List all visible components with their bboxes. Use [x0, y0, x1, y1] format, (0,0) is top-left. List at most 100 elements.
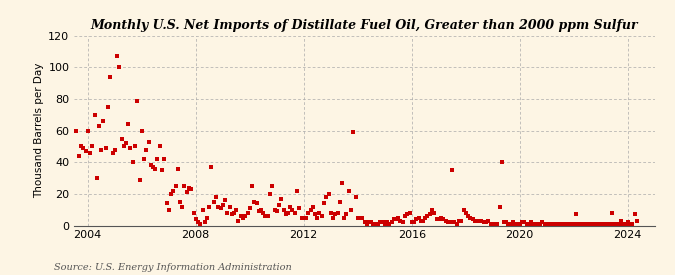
Point [514, 222, 525, 226]
Point [546, 222, 557, 226]
Point [253, 209, 264, 213]
Point [246, 184, 257, 188]
Point [503, 222, 514, 226]
Point [323, 192, 334, 196]
Point [222, 211, 233, 215]
Point [209, 200, 219, 204]
Point [190, 217, 201, 221]
Point [339, 215, 350, 220]
Point [611, 222, 622, 226]
Point [292, 188, 302, 193]
Point [89, 113, 100, 117]
Point [271, 209, 282, 213]
Point [211, 195, 221, 199]
Point [242, 211, 253, 215]
Text: Source: U.S. Energy Information Administration: Source: U.S. Energy Information Administ… [54, 263, 292, 272]
Point [375, 220, 385, 224]
Point [499, 220, 510, 224]
Point [224, 204, 235, 209]
Point [256, 207, 267, 212]
Point [296, 215, 307, 220]
Point [312, 215, 323, 220]
Point [587, 222, 597, 226]
Point [573, 222, 584, 226]
Point [418, 219, 429, 223]
Point [506, 222, 516, 226]
Point [179, 184, 190, 188]
Point [616, 219, 626, 223]
Point [442, 220, 453, 224]
Point [327, 215, 338, 220]
Point [217, 203, 228, 207]
Point [101, 146, 111, 150]
Point [76, 144, 86, 148]
Point [458, 207, 469, 212]
Point [170, 184, 181, 188]
Point [111, 54, 122, 59]
Point [303, 211, 314, 215]
Point [337, 181, 348, 185]
Point [422, 214, 433, 218]
Point [233, 219, 244, 223]
Point [155, 144, 165, 148]
Point [319, 201, 329, 205]
Point [215, 206, 226, 210]
Point [94, 124, 105, 128]
Point [564, 222, 574, 226]
Point [373, 222, 383, 226]
Point [265, 192, 275, 196]
Point [334, 200, 345, 204]
Point [602, 222, 613, 226]
Point [244, 206, 255, 210]
Point [285, 204, 296, 209]
Point [431, 217, 442, 221]
Point [620, 222, 631, 226]
Point [226, 212, 237, 217]
Point [512, 222, 523, 226]
Point [575, 222, 586, 226]
Point [332, 211, 343, 215]
Point [361, 222, 372, 226]
Point [213, 204, 223, 209]
Point [609, 222, 620, 226]
Point [447, 168, 458, 172]
Point [74, 154, 84, 158]
Point [582, 222, 593, 226]
Point [82, 128, 93, 133]
Point [472, 219, 483, 223]
Point [535, 222, 545, 226]
Point [231, 207, 242, 212]
Point [496, 160, 507, 164]
Point [413, 215, 424, 220]
Point [130, 144, 140, 148]
Point [622, 220, 633, 224]
Point [391, 217, 402, 221]
Point [550, 222, 561, 226]
Point [177, 204, 188, 209]
Point [435, 215, 446, 220]
Point [105, 75, 115, 79]
Point [84, 150, 95, 155]
Point [415, 219, 426, 223]
Point [136, 128, 147, 133]
Point [236, 214, 246, 218]
Point [330, 212, 341, 217]
Point [548, 222, 559, 226]
Point [161, 201, 172, 205]
Point [80, 149, 91, 153]
Point [618, 222, 628, 226]
Point [593, 222, 604, 226]
Point [290, 211, 300, 215]
Point [197, 207, 208, 212]
Point [589, 222, 599, 226]
Point [269, 207, 280, 212]
Point [157, 168, 167, 172]
Point [195, 222, 206, 226]
Point [568, 222, 579, 226]
Point [238, 215, 248, 220]
Point [476, 219, 487, 223]
Point [539, 222, 550, 226]
Point [357, 215, 368, 220]
Point [537, 220, 547, 224]
Point [184, 185, 194, 190]
